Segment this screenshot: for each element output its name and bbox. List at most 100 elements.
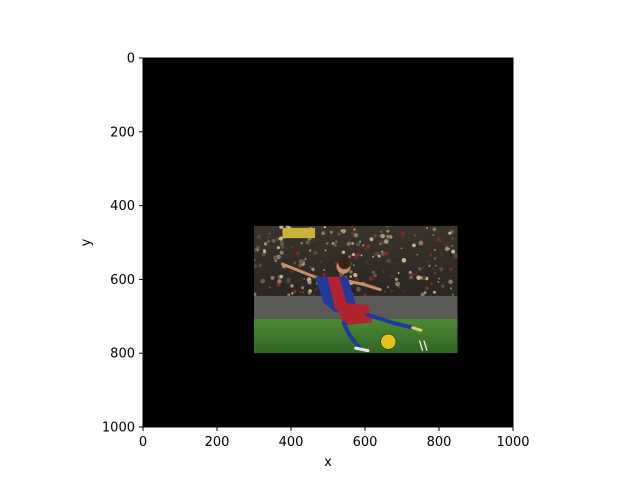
crowd-dot — [380, 240, 385, 245]
crowd-dot — [290, 270, 293, 274]
crowd-dot — [277, 279, 282, 284]
crowd-dot — [351, 231, 355, 235]
crowd-dot — [321, 231, 326, 236]
crowd-dot — [384, 251, 389, 256]
soccer-player-figure — [280, 256, 423, 353]
crowd-dot — [450, 244, 453, 247]
crowd-dot — [364, 259, 369, 265]
crowd-dot — [301, 291, 305, 294]
crowd-dot — [272, 255, 278, 260]
y-axis-label: y — [79, 238, 94, 246]
crowd-dot — [313, 250, 318, 256]
crowd-dot — [320, 226, 323, 229]
crowd-dot — [394, 277, 398, 282]
crowd-dot — [322, 273, 326, 277]
crowd-dot — [293, 289, 297, 294]
crowd-dot — [298, 263, 302, 268]
crowd-dot — [340, 229, 343, 232]
y-tick-label: 0 — [127, 52, 135, 67]
crowd-dot — [373, 234, 378, 238]
crowd-dot — [452, 225, 455, 228]
player-shirt-stripe — [327, 276, 348, 310]
crowd-dot — [396, 262, 399, 265]
crowd-dot — [453, 253, 458, 259]
crowd-dot — [309, 265, 312, 268]
crowd-dot — [416, 275, 421, 280]
plot-area: \\ — [142, 57, 514, 428]
crowd-dot — [254, 292, 257, 297]
crowd-dot — [383, 239, 389, 244]
crowd-dot — [373, 273, 377, 278]
crowd-dot — [377, 251, 380, 254]
crowd-dot — [313, 239, 315, 242]
crowd-dot — [339, 272, 344, 277]
crowd-dot — [254, 264, 258, 269]
crowd-dot — [386, 229, 390, 233]
crowd-dot — [355, 277, 359, 281]
crowd-dot — [402, 290, 405, 292]
crowd-dot — [276, 254, 281, 260]
crowd-dot — [379, 231, 382, 234]
crowd-dot — [364, 247, 367, 251]
crowd-dot — [256, 248, 260, 251]
crowd-dot — [271, 238, 276, 243]
crowd-dot — [397, 272, 400, 274]
crowd-dot — [337, 232, 342, 236]
crowd-dot — [439, 267, 444, 272]
crowd-dot — [314, 287, 318, 292]
crowd-dot — [274, 259, 278, 263]
crowd-dot — [284, 266, 287, 269]
crowd-dot — [295, 251, 300, 256]
x-tick-label: 600 — [353, 435, 378, 450]
player-kicking-boot — [411, 326, 423, 332]
crowd-dot — [267, 240, 270, 243]
crowd-dot — [311, 267, 315, 271]
x-tick-label: 1000 — [496, 435, 529, 450]
crowd-dot — [350, 254, 353, 256]
crowd-dot — [346, 240, 349, 244]
crowd-dot — [452, 257, 455, 260]
crowd-dot — [319, 260, 322, 263]
player-kicking-leg — [365, 313, 415, 330]
crowd-dot — [298, 249, 301, 252]
crowd-dot — [290, 284, 294, 288]
x-axis-label: x — [324, 455, 332, 470]
crowd-dot — [379, 235, 381, 237]
crowd-dot — [298, 259, 304, 264]
player-shorts — [335, 302, 373, 326]
crowd-dot — [276, 237, 280, 241]
crowd-dot — [261, 252, 266, 257]
crowd-dot — [270, 275, 275, 280]
crowd-dot — [368, 276, 374, 281]
crowd-dot — [416, 253, 419, 256]
crowd-dot — [446, 225, 449, 228]
crowd-dot — [387, 225, 391, 228]
crowd-dot — [353, 228, 356, 231]
crowd-dot — [365, 226, 369, 229]
crowd-dot — [386, 225, 389, 228]
crowd-dot — [351, 242, 355, 245]
crowd-dot — [372, 255, 375, 258]
crowd-dot — [371, 270, 375, 274]
crowd-dot — [301, 286, 305, 290]
crowd-dot — [257, 234, 261, 239]
crowd-dot — [276, 282, 281, 288]
crowd-dot — [356, 242, 361, 247]
crowd-dot — [418, 267, 422, 271]
crowd-dot — [355, 252, 360, 257]
crowd-dot — [451, 293, 455, 296]
crowd-dot — [386, 258, 391, 264]
x-tick-label: 800 — [427, 435, 452, 450]
crowd-dot — [341, 228, 346, 234]
crowd-dot — [359, 240, 362, 243]
crowd-dot — [395, 281, 400, 287]
crowd-dot — [422, 267, 424, 269]
crowd-dot — [446, 277, 449, 280]
player-right-arm — [344, 279, 382, 292]
crowd-dot — [412, 243, 416, 248]
crowd-dot — [348, 255, 351, 259]
crowd-dot — [411, 273, 414, 276]
crowd-dot — [409, 275, 414, 280]
crowd-dot — [440, 284, 445, 289]
pitch-marking-icon: \\ — [419, 338, 428, 352]
